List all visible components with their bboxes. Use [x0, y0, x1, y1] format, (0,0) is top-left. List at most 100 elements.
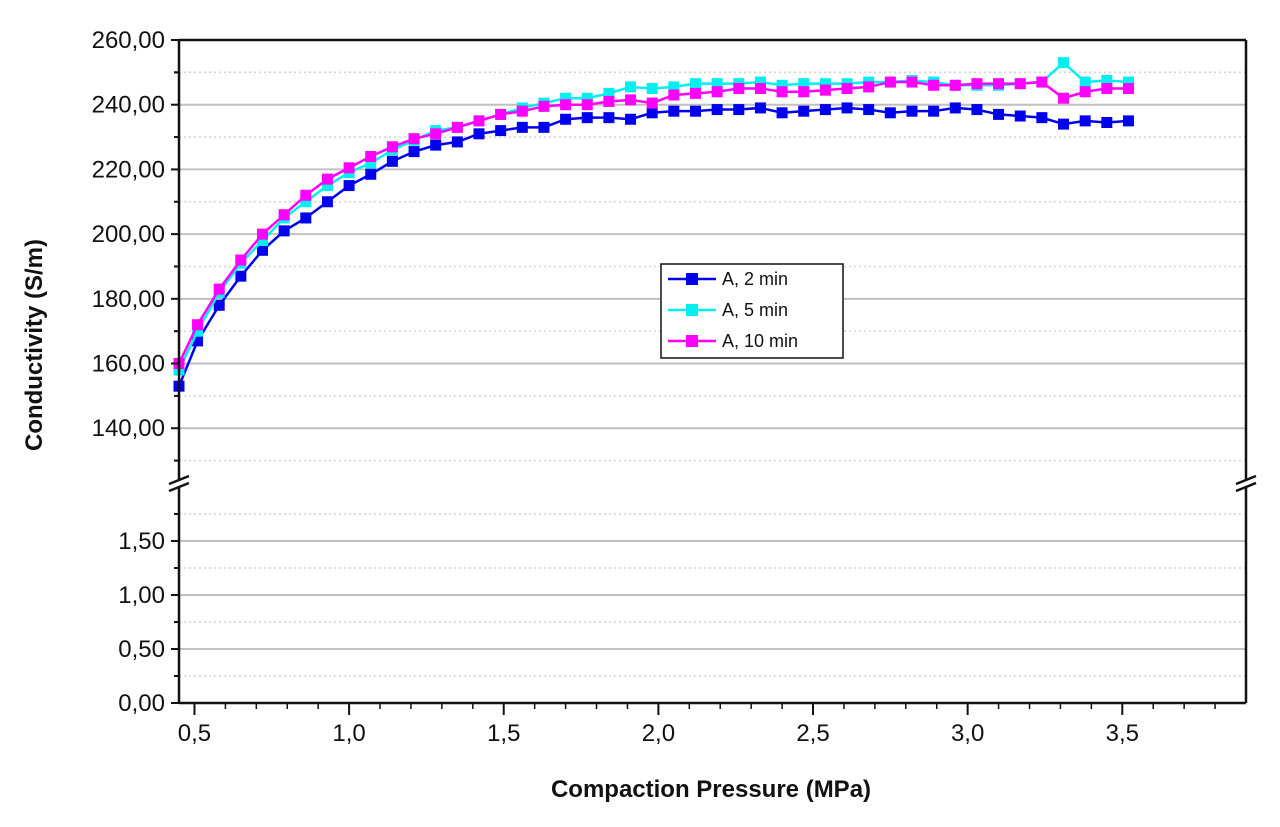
y-tick-label: 180,00 — [92, 286, 165, 313]
data-point — [365, 150, 377, 162]
x-axis-label: Compaction Pressure (MPa) — [551, 776, 871, 803]
data-point — [971, 78, 983, 90]
data-point — [516, 105, 528, 117]
data-point — [538, 100, 550, 112]
data-point — [386, 155, 398, 167]
x-tick-label: 1,5 — [487, 720, 520, 747]
y-tick-label: 260,00 — [92, 27, 165, 54]
data-point — [343, 180, 355, 192]
data-point — [689, 87, 701, 99]
x-tick-label: 3,0 — [951, 720, 984, 747]
data-point — [365, 168, 377, 180]
data-point — [581, 99, 593, 111]
data-point — [1014, 110, 1026, 122]
data-point — [776, 107, 788, 119]
data-point — [516, 121, 528, 133]
data-point — [343, 162, 355, 174]
data-point — [928, 79, 940, 91]
data-point — [257, 244, 269, 256]
y-tick-label: 200,00 — [92, 221, 165, 248]
data-point — [971, 104, 983, 116]
legend-label: A, 2 min — [722, 269, 788, 289]
data-point — [1079, 115, 1091, 127]
data-point — [1058, 118, 1070, 130]
data-point — [430, 139, 442, 151]
data-point — [1122, 83, 1134, 95]
data-point — [560, 99, 572, 111]
data-point — [819, 84, 831, 96]
data-point — [668, 105, 680, 117]
data-point — [754, 102, 766, 114]
data-point — [1036, 76, 1048, 88]
data-point — [689, 105, 701, 117]
data-point — [321, 173, 333, 185]
data-point — [473, 115, 485, 127]
data-point — [192, 335, 204, 347]
series-line — [177, 80, 1129, 365]
y-tick-label: 160,00 — [92, 351, 165, 378]
data-point — [1101, 83, 1113, 95]
data-point — [538, 121, 550, 133]
data-point — [711, 78, 723, 90]
axis-break-mark — [1235, 481, 1257, 493]
data-point — [819, 104, 831, 116]
data-point — [365, 157, 377, 169]
data-point — [1079, 76, 1091, 88]
axis-break-mark — [168, 481, 190, 493]
data-point — [1122, 115, 1134, 127]
axis-break-mark — [168, 474, 190, 486]
y-tick-label: 140,00 — [92, 415, 165, 442]
grid — [179, 71, 1246, 677]
data-point — [798, 78, 810, 90]
data-point — [495, 125, 507, 137]
y-tick-label: 220,00 — [92, 156, 165, 183]
data-point — [1058, 92, 1070, 104]
legend-label: A, 5 min — [722, 300, 788, 320]
data-point — [192, 319, 204, 331]
data-point — [625, 94, 637, 106]
data-point — [581, 92, 593, 104]
data-point — [257, 228, 269, 240]
data-point — [993, 78, 1005, 90]
legend-marker — [686, 273, 698, 285]
data-point — [754, 83, 766, 95]
data-point — [841, 102, 853, 114]
axes — [168, 38, 1257, 715]
x-tick-label: 0,5 — [178, 720, 211, 747]
data-point — [235, 254, 247, 266]
data-point — [646, 97, 658, 109]
data-point — [451, 121, 463, 133]
data-point — [949, 79, 961, 91]
data-point — [300, 189, 312, 201]
data-point — [798, 105, 810, 117]
data-point — [1122, 76, 1134, 88]
data-point — [213, 299, 225, 311]
data-point — [711, 86, 723, 98]
data-point — [1014, 78, 1026, 90]
data-point — [451, 136, 463, 148]
data-point — [603, 87, 615, 99]
data-point — [321, 180, 333, 192]
data-point — [321, 196, 333, 208]
data-point — [733, 83, 745, 95]
data-point — [993, 108, 1005, 120]
legend-marker — [686, 335, 698, 347]
x-tick-label: 3,5 — [1106, 720, 1139, 747]
y-tick-label: 0,50 — [118, 636, 165, 663]
data-point — [711, 104, 723, 116]
data-point — [776, 79, 788, 91]
data-point — [192, 325, 204, 337]
data-point — [581, 112, 593, 124]
data-point — [473, 128, 485, 140]
data-point — [819, 78, 831, 90]
data-point — [213, 283, 225, 295]
data-point — [1101, 74, 1113, 86]
data-point — [560, 113, 572, 125]
data-point — [863, 104, 875, 116]
x-tick-label: 2,0 — [642, 720, 675, 747]
data-point — [625, 81, 637, 93]
data-point — [603, 112, 615, 124]
data-point — [603, 95, 615, 107]
data-point — [430, 128, 442, 140]
